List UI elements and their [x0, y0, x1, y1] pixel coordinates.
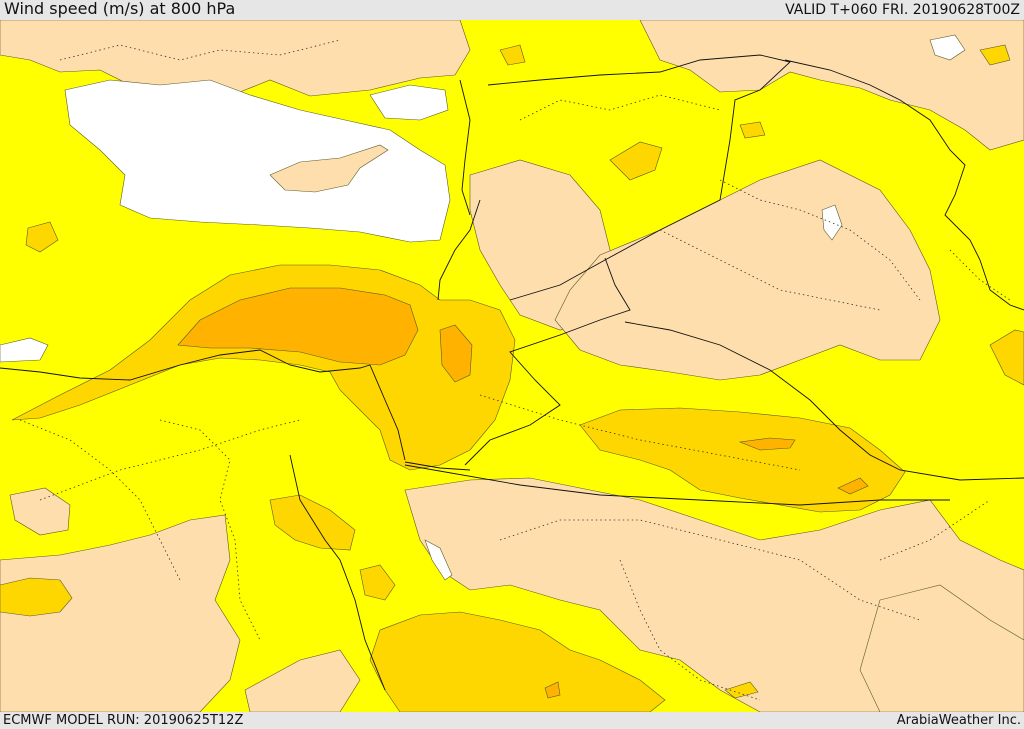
egypt-mid-patch: [0, 577, 73, 617]
urmia-lake: [821, 204, 843, 241]
border-iran-iraq: [784, 59, 1024, 311]
south-low-area: [244, 649, 361, 712]
country-borders: [0, 54, 1024, 691]
mediterranean-sea: [64, 79, 451, 243]
province-line-5: [39, 419, 301, 501]
iran-mid-patch: [989, 329, 1024, 386]
iraq-low-area: [554, 159, 941, 381]
wind-speed-map: [0, 20, 1024, 712]
border-israel-egypt: [369, 364, 406, 461]
province-line-3: [659, 229, 881, 311]
libya-low-area: [9, 487, 71, 536]
border-jordan-saudi: [404, 461, 471, 471]
iraq-jet-core: [738, 437, 796, 451]
border-red-sea-coast: [289, 454, 386, 691]
province-lines: [19, 39, 1011, 701]
caspian-patch: [929, 34, 966, 61]
sudan-jet-core: [544, 681, 561, 699]
border-lebanon: [437, 199, 481, 301]
credit-label: ArabiaWeather Inc.: [896, 713, 1021, 728]
border-iraq-kuwait: [624, 321, 1024, 481]
mediterranean-jet-core: [177, 287, 419, 366]
sinai-mid-patch: [359, 564, 396, 601]
libya-coast-patch: [0, 337, 49, 363]
lake-mid-patch: [739, 121, 766, 139]
province-line-6: [159, 419, 261, 641]
masked-sea-areas: [0, 34, 966, 581]
border-turkey-syria: [459, 79, 471, 216]
east-mid-patch: [979, 44, 1011, 66]
low-wind-areas: [0, 20, 1024, 712]
border-syria-iraq: [487, 54, 791, 301]
province-line-2: [519, 94, 721, 121]
north-mid-patch: [499, 44, 526, 66]
red-sea-coast-patch: [424, 539, 453, 581]
jordan-jet-core: [439, 324, 473, 383]
gulf-mid-patch: [724, 681, 759, 699]
egypt-low-area: [0, 514, 241, 712]
model-run-label: ECMWF MODEL RUN: 20190625T12Z: [3, 713, 244, 728]
iraq-jet-core-south: [837, 477, 869, 495]
iraq-jet-band: [579, 407, 906, 513]
valid-time-label: VALID T+060 FRI. 20190628T00Z: [785, 2, 1020, 18]
province-line-4: [479, 394, 801, 471]
province-line-1: [59, 39, 341, 61]
province-line-11: [719, 179, 921, 301]
northeast-low-area: [639, 20, 1024, 151]
gulf-low-area: [859, 584, 1024, 712]
province-line-10: [19, 419, 181, 581]
province-line-7: [499, 519, 921, 621]
levant-mid-patch: [25, 221, 59, 253]
high-wind-areas: [177, 287, 869, 699]
black-sea-patch: [369, 84, 449, 121]
border-saudi-yemen: [404, 464, 950, 506]
footer-bar: [0, 712, 1024, 729]
header-bar: [0, 0, 1024, 20]
map-title: Wind speed (m/s) at 800 hPa: [4, 0, 236, 18]
border-egypt-libya: [0, 349, 371, 381]
cyprus-island: [269, 144, 389, 193]
red-sea-mid-patch: [269, 494, 356, 551]
province-line-12: [949, 249, 1011, 301]
border-iraq-saudi: [464, 257, 631, 466]
syria-mid-patch: [609, 141, 663, 181]
sudan-mid-patch: [369, 611, 666, 712]
